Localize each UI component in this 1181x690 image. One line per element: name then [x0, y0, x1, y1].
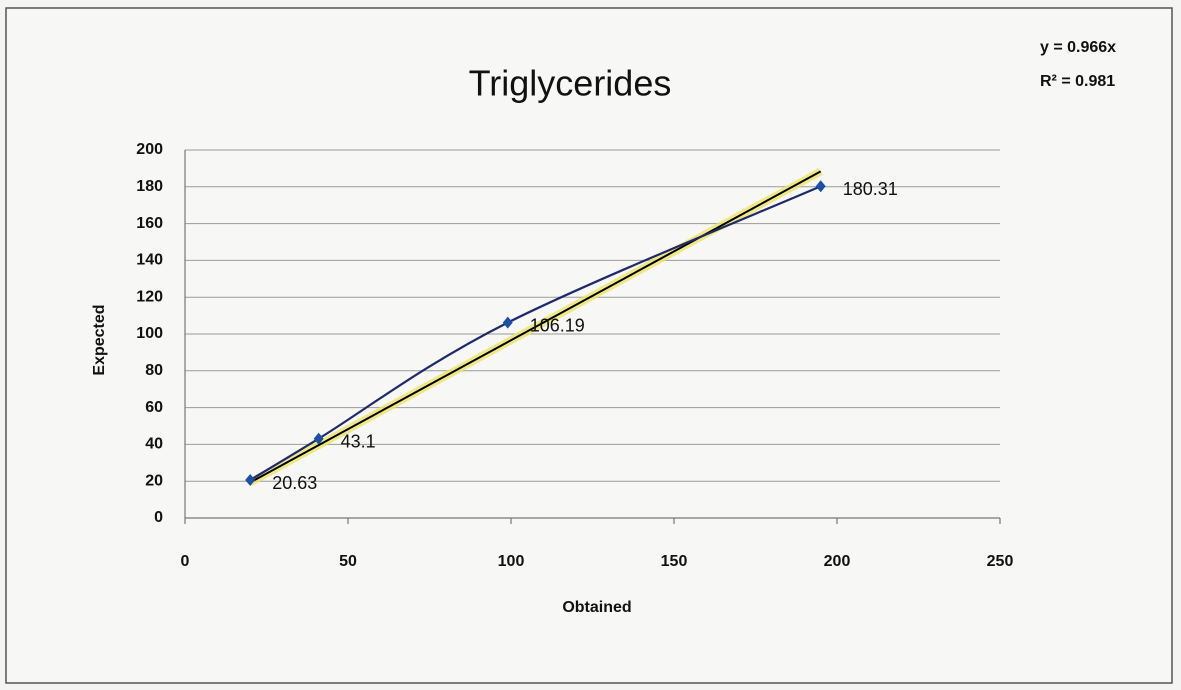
- y-tick-label: 120: [136, 288, 163, 305]
- x-tick-label: 200: [824, 553, 851, 570]
- data-label: 180.31: [843, 179, 898, 199]
- series-line: [249, 185, 822, 481]
- y-tick-label: 200: [136, 141, 163, 158]
- x-tick-label: 250: [987, 553, 1014, 570]
- y-tick-label: 160: [136, 215, 163, 232]
- x-tick-label: 0: [181, 553, 190, 570]
- trendline-r2: R² = 0.981: [1040, 73, 1115, 90]
- trendline: [249, 170, 822, 484]
- data-point: [313, 432, 324, 445]
- y-tick-label: 60: [145, 399, 163, 416]
- x-tick-label: 100: [498, 553, 525, 570]
- y-axis-label: Expected: [91, 304, 108, 375]
- data-point: [245, 474, 256, 487]
- y-tick-label: 140: [136, 252, 163, 269]
- data-point: [502, 316, 513, 329]
- y-tick-label: 40: [145, 436, 163, 453]
- y-tick-label: 180: [136, 178, 163, 195]
- data-label: 20.63: [272, 473, 317, 493]
- chart-frame: [5, 7, 1173, 684]
- y-tick-label: 80: [145, 362, 163, 379]
- y-tick-label: 100: [136, 325, 163, 342]
- x-axis-label: Obtained: [562, 599, 631, 616]
- chart-title: Triglycerides: [469, 63, 672, 104]
- x-tick-label: 150: [661, 553, 688, 570]
- data-point: [815, 180, 826, 193]
- y-tick-label: 20: [145, 472, 163, 489]
- y-tick-label: 0: [154, 509, 163, 526]
- trendline-equation: y = 0.966x: [1040, 39, 1116, 56]
- data-label: 43.1: [341, 431, 376, 451]
- x-tick-label: 50: [339, 553, 357, 570]
- data-label: 106.19: [530, 315, 585, 335]
